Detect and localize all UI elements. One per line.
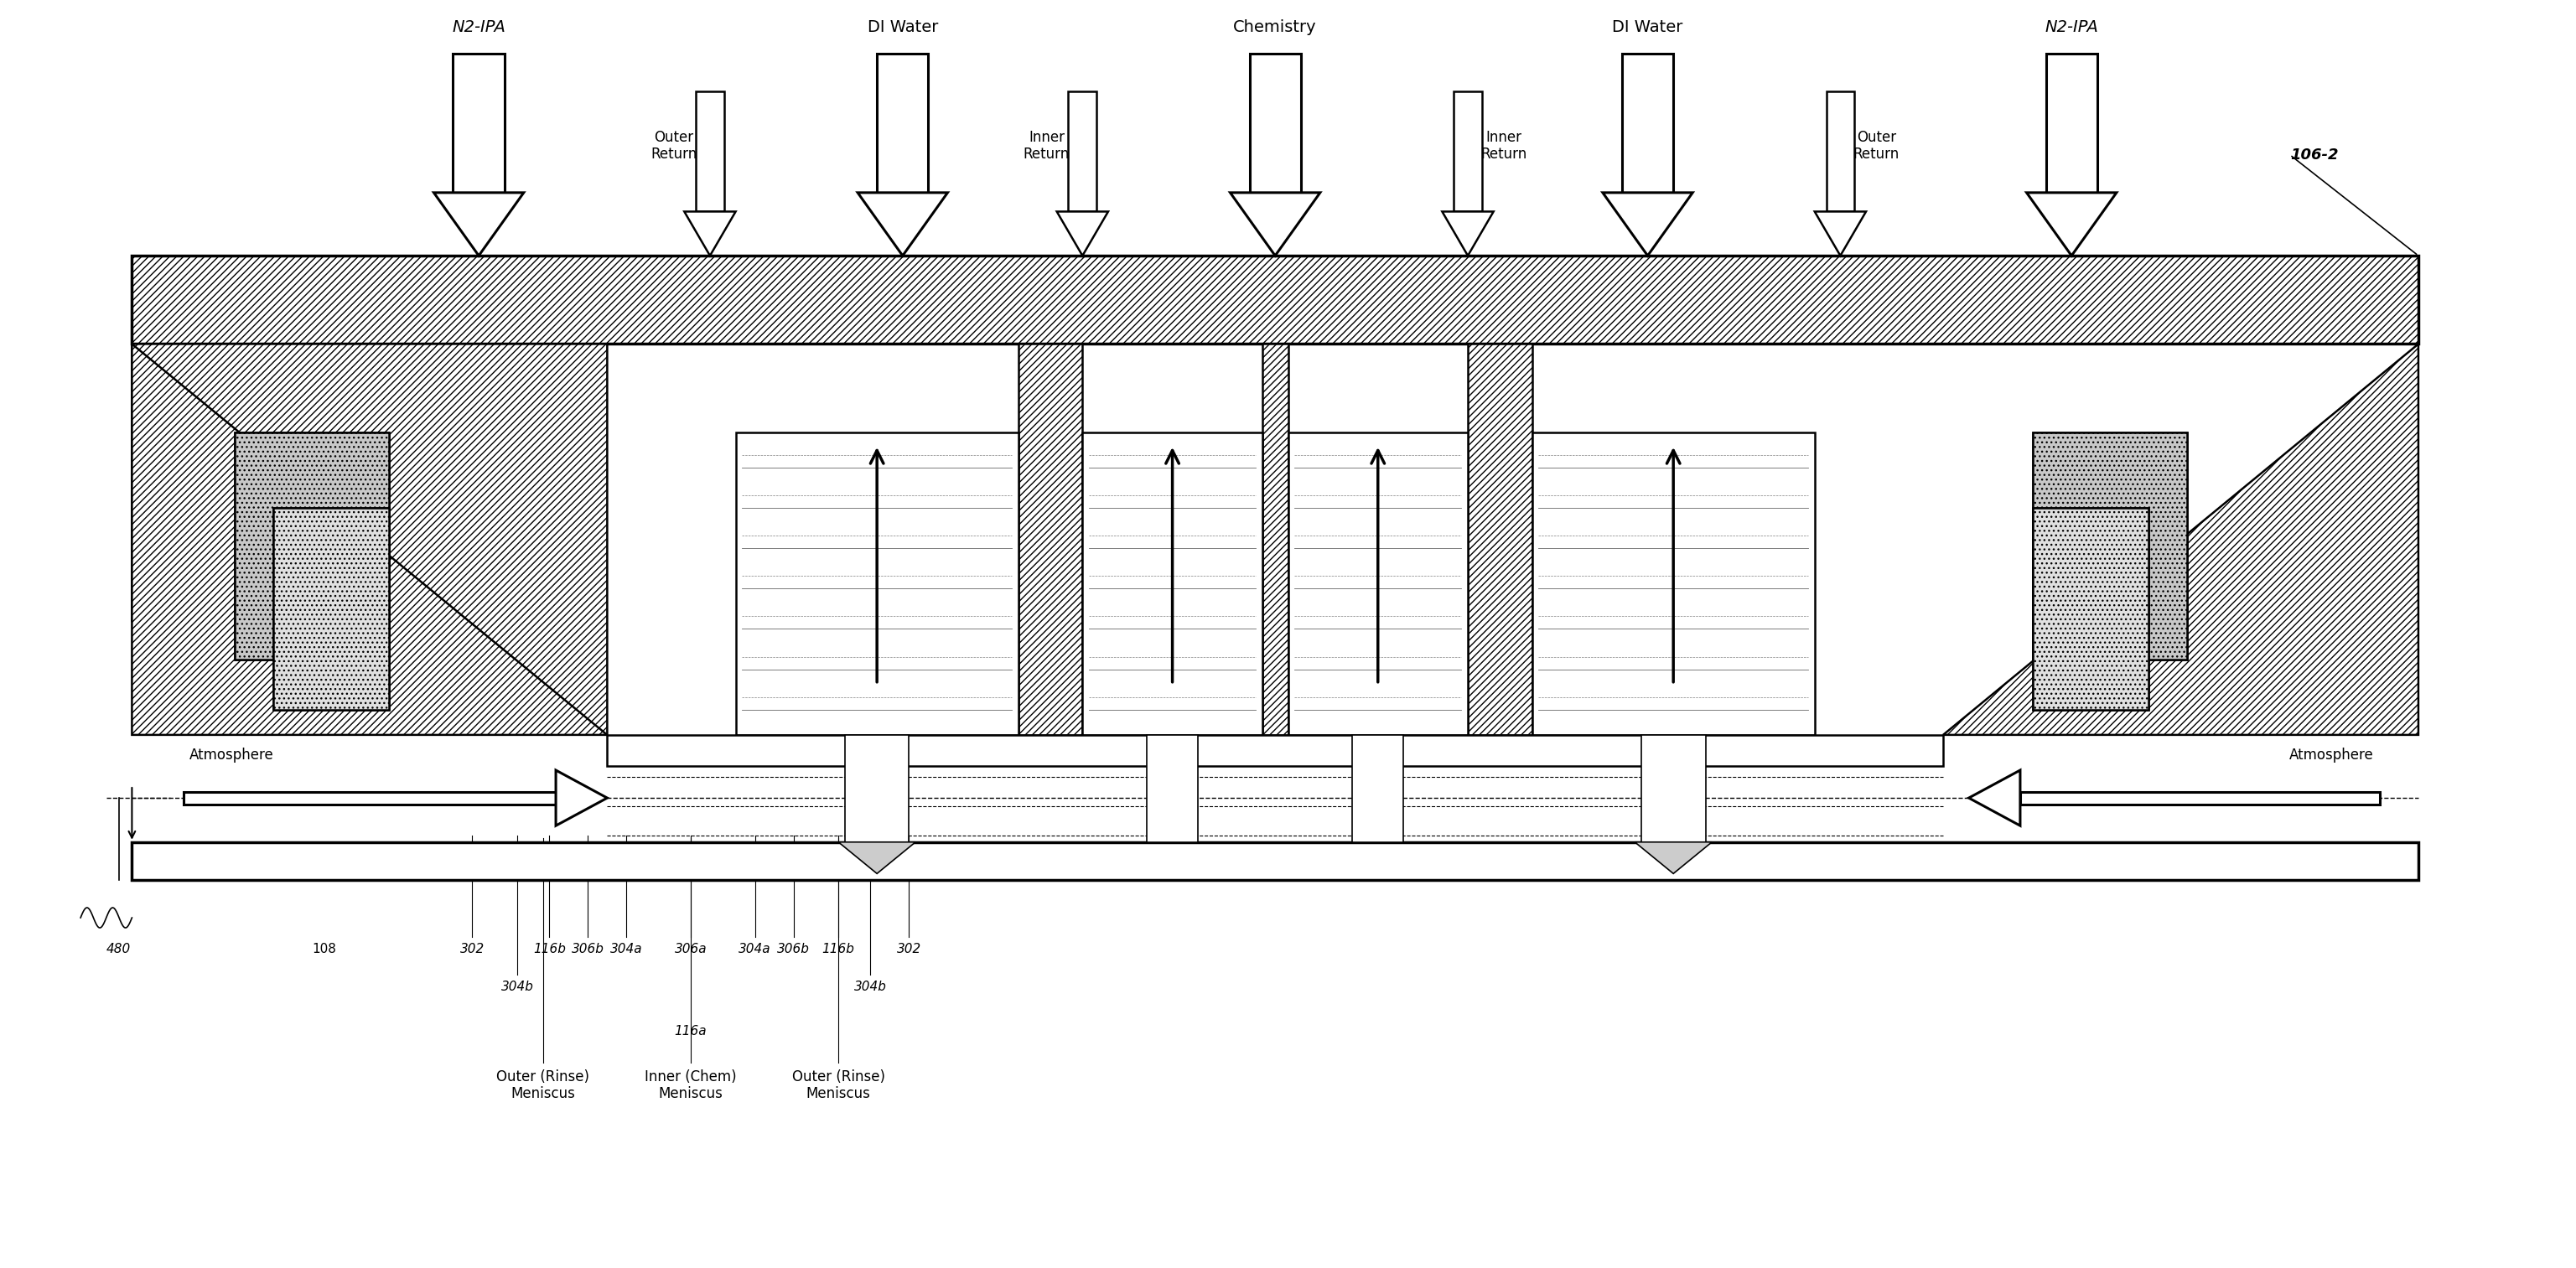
Bar (183, 791, 556, 804)
Text: N2-IPA: N2-IPA (2045, 19, 2099, 36)
Text: 106-2: 106-2 (2290, 147, 2339, 162)
Polygon shape (858, 193, 948, 256)
Polygon shape (131, 344, 608, 735)
Text: Inner
Return: Inner Return (1023, 129, 1069, 162)
Text: 304a: 304a (739, 943, 770, 956)
Bar (1533, 432, 1814, 735)
Polygon shape (433, 193, 523, 256)
Bar (1352, 735, 1404, 842)
Text: 306b: 306b (572, 943, 605, 956)
Text: 302: 302 (896, 943, 922, 956)
Bar (1623, 55, 1674, 193)
Text: Outer (Rinse)
Meniscus: Outer (Rinse) Meniscus (791, 1069, 886, 1102)
Polygon shape (2027, 193, 2117, 256)
Bar (1018, 344, 1082, 735)
Text: 304b: 304b (500, 980, 533, 993)
Text: 480: 480 (106, 943, 131, 956)
Text: Outer
Return: Outer Return (1852, 129, 1899, 162)
Bar (1826, 91, 1855, 212)
Bar (234, 432, 389, 659)
Polygon shape (556, 770, 608, 825)
Text: DI Water: DI Water (1613, 19, 1682, 36)
Bar (1453, 91, 1481, 212)
Bar (608, 735, 1942, 766)
Bar (1249, 55, 1301, 193)
Polygon shape (837, 842, 914, 874)
Bar (273, 508, 389, 710)
Bar (1468, 344, 1533, 735)
Bar (131, 256, 2419, 344)
Text: 108: 108 (312, 943, 335, 956)
Bar (737, 432, 1018, 735)
Text: 306a: 306a (675, 943, 706, 956)
Bar (2032, 508, 2148, 710)
Bar (273, 508, 389, 710)
Text: 302: 302 (461, 943, 484, 956)
Text: Outer
Return: Outer Return (652, 129, 698, 162)
Bar (453, 55, 505, 193)
Bar (1069, 91, 1097, 212)
Text: 116a: 116a (675, 1025, 706, 1037)
Bar (1262, 344, 1288, 735)
Text: Atmosphere: Atmosphere (2290, 748, 2372, 762)
Text: 304a: 304a (611, 943, 641, 956)
Polygon shape (685, 212, 737, 256)
Polygon shape (1443, 212, 1494, 256)
Text: 304b: 304b (855, 980, 886, 993)
Bar (845, 735, 909, 842)
Polygon shape (1231, 193, 1319, 256)
Text: Outer (Rinse)
Meniscus: Outer (Rinse) Meniscus (497, 1069, 590, 1102)
Text: N2-IPA: N2-IPA (451, 19, 505, 36)
Bar (1641, 735, 1705, 842)
Polygon shape (1942, 344, 2419, 735)
Bar (2032, 432, 2187, 659)
Polygon shape (1636, 842, 1713, 874)
Bar (1146, 735, 1198, 842)
Text: 306b: 306b (778, 943, 809, 956)
Bar (696, 91, 724, 212)
Bar (131, 842, 2419, 880)
Bar (876, 55, 927, 193)
Polygon shape (131, 344, 608, 735)
Bar (2032, 508, 2148, 710)
Text: 116b: 116b (533, 943, 567, 956)
Polygon shape (1056, 212, 1108, 256)
Bar (2020, 791, 2380, 804)
Polygon shape (1602, 193, 1692, 256)
Text: Inner
Return: Inner Return (1481, 129, 1528, 162)
Text: Chemistry: Chemistry (1234, 19, 1316, 36)
Bar (234, 432, 389, 659)
Text: DI Water: DI Water (868, 19, 938, 36)
Bar (2032, 432, 2187, 659)
Text: Atmosphere: Atmosphere (191, 748, 273, 762)
Bar (2045, 55, 2097, 193)
Polygon shape (1814, 212, 1865, 256)
Bar (1288, 432, 1468, 735)
Polygon shape (1968, 770, 2020, 825)
Text: Inner (Chem)
Meniscus: Inner (Chem) Meniscus (644, 1069, 737, 1102)
Text: 116b: 116b (822, 943, 855, 956)
Bar (1082, 432, 1262, 735)
